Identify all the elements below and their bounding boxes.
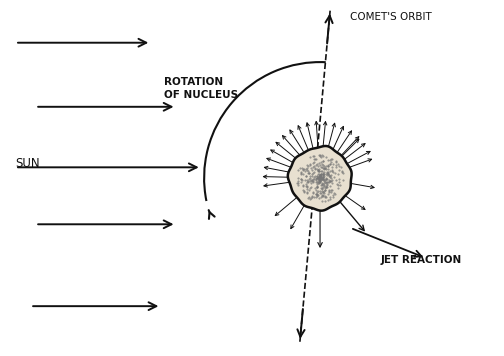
- Text: SUN: SUN: [15, 157, 40, 170]
- Text: ROTATION
OF NUCLEUS: ROTATION OF NUCLEUS: [164, 77, 238, 100]
- Text: COMET'S ORBIT: COMET'S ORBIT: [350, 12, 432, 22]
- Polygon shape: [288, 146, 352, 211]
- Text: JET REACTION: JET REACTION: [381, 255, 462, 265]
